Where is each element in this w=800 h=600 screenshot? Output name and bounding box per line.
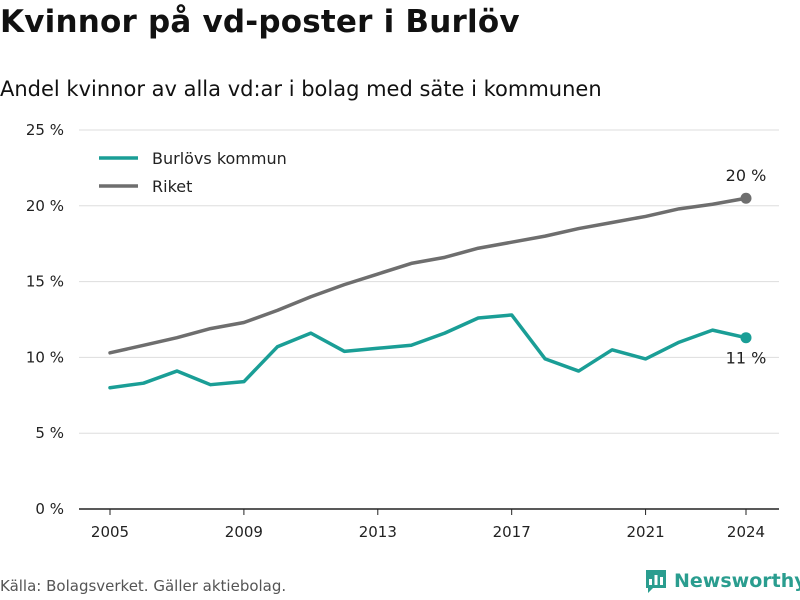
y-tick-label: 20 % [26,197,64,215]
legend-label: Burlövs kommun [152,149,287,168]
x-tick-label: 2013 [359,523,397,541]
y-tick-label: 5 % [35,424,64,442]
series-end-label: 11 % [726,349,767,368]
brand-logo: Newsworthy [644,568,800,594]
gridlines [79,129,779,510]
x-tick-label: 2021 [626,523,664,541]
series-end-point [740,332,752,344]
x-tick-label: 2005 [91,523,129,541]
chart-title: Kvinnor på vd-poster i Burlöv [0,4,520,40]
series-end-label: 20 % [726,166,767,185]
y-tick-label: 25 % [26,121,64,139]
chart-subtitle: Andel kvinnor av alla vd:ar i bolag med … [0,77,602,101]
series-end-point [740,192,752,204]
x-tick-label: 2009 [225,523,263,541]
series-line-1 [108,196,748,355]
x-axis-ticks: 2005 2009 2013 2017 2021 2024 [91,509,765,541]
y-axis-ticks: 0 % 5 % 10 % 15 % 20 % 25 % [26,121,64,518]
series-line-0 [108,313,748,390]
brand-name: Newsworthy [674,570,800,592]
y-tick-label: 15 % [26,273,64,291]
legend-label: Riket [152,177,192,196]
y-tick-label: 10 % [26,348,64,366]
source-note: Källa: Bolagsverket. Gäller aktiebolag. [0,577,287,595]
newsworthy-logo-icon [646,570,666,593]
x-tick-label: 2024 [727,523,765,541]
legend: Burlövs kommun Riket [99,149,287,196]
y-tick-label: 0 % [35,500,64,518]
series-lines: 11 % 20 % [108,166,767,390]
x-tick-label: 2017 [493,523,531,541]
